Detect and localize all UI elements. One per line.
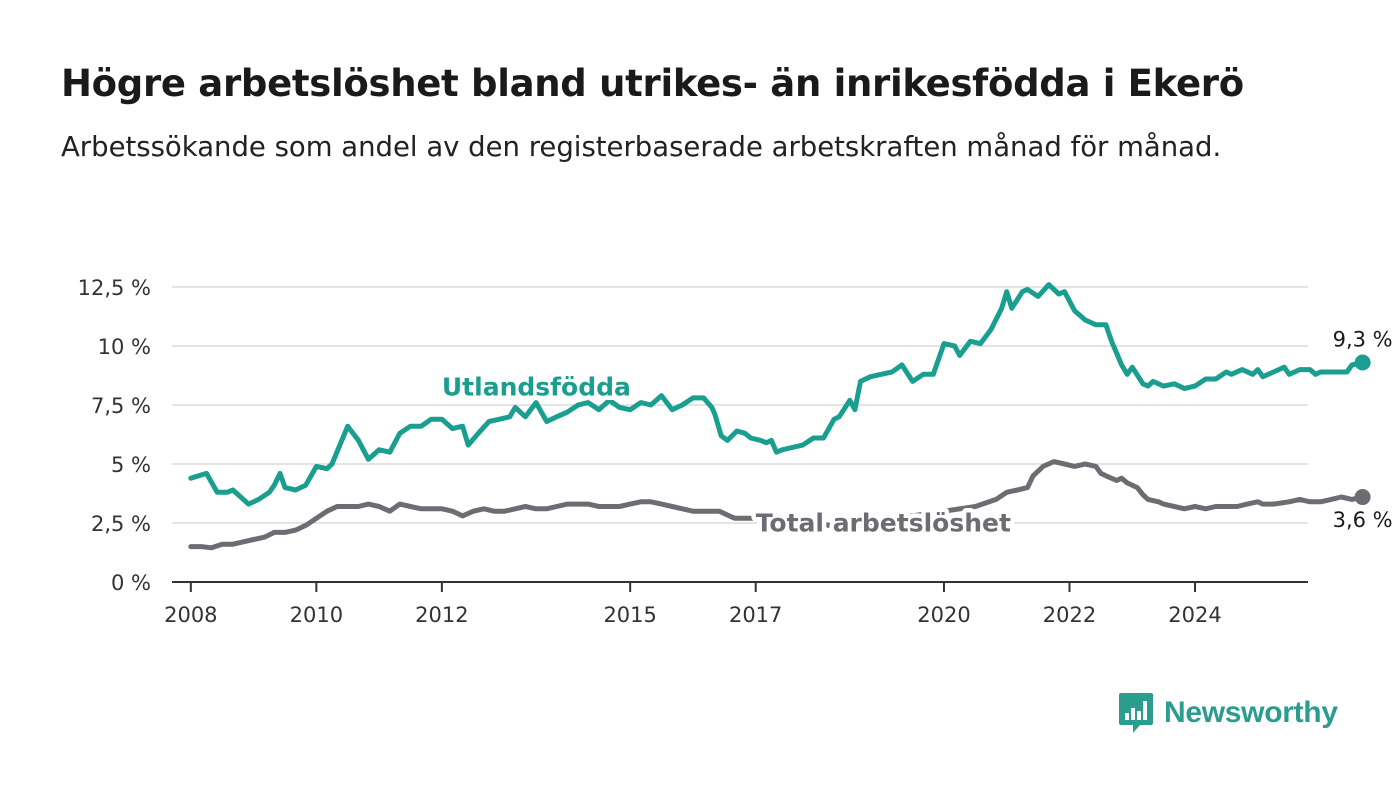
brand-name: Newsworthy xyxy=(1164,696,1338,729)
y-tick-label: 0 % xyxy=(111,571,151,595)
end-point-utlandsfodda xyxy=(1354,354,1371,371)
end-point-total-arbetsloshet xyxy=(1354,489,1371,506)
series-label-total-arbetsloshet: Total arbetslöshet xyxy=(756,508,1011,537)
end-value-label-utlandsfodda: 9,3 % xyxy=(1333,328,1393,352)
x-tick-label: 2010 xyxy=(290,603,343,627)
chart-subtitle: Arbetssökande som andel av den registerb… xyxy=(61,131,1222,163)
y-tick-label: 2,5 % xyxy=(91,512,151,536)
x-axis-ticks: 2008 2010 2012 2015 2017 2020 2022 2024 xyxy=(164,582,1222,627)
y-tick-label: 12,5 % xyxy=(78,276,151,300)
x-tick-label: 2015 xyxy=(603,603,656,627)
y-axis-ticks: 0 % 2,5 % 5 % 7,5 % 10 % 12,5 % xyxy=(78,276,151,595)
y-tick-label: 7,5 % xyxy=(91,394,151,418)
x-tick-label: 2024 xyxy=(1168,603,1221,627)
x-tick-label: 2008 xyxy=(164,603,217,627)
brand-logo: Newsworthy xyxy=(1118,690,1338,736)
end-value-label-total-arbetsloshet: 3,6 % xyxy=(1333,508,1393,532)
series-labels: Utlandsfödda 9,3 % Total arbetslöshet 3,6 % xyxy=(437,328,1393,542)
series-line-utlandsfodda xyxy=(188,282,1366,507)
grid-lines xyxy=(172,286,1308,524)
newsworthy-logo-icon xyxy=(1119,693,1153,733)
x-tick-label: 2022 xyxy=(1043,603,1096,627)
series-line-total-arbetsloshet xyxy=(188,459,1366,551)
chart-title: Högre arbetslöshet bland utrikes- än inr… xyxy=(61,62,1244,105)
x-tick-label: 2020 xyxy=(917,603,970,627)
y-tick-label: 10 % xyxy=(98,335,151,359)
series-lines xyxy=(188,282,1371,551)
series-label-utlandsfodda: Utlandsfödda xyxy=(442,373,631,402)
x-tick-label: 2017 xyxy=(729,603,782,627)
y-tick-label: 5 % xyxy=(111,453,151,477)
x-tick-label: 2012 xyxy=(415,603,468,627)
